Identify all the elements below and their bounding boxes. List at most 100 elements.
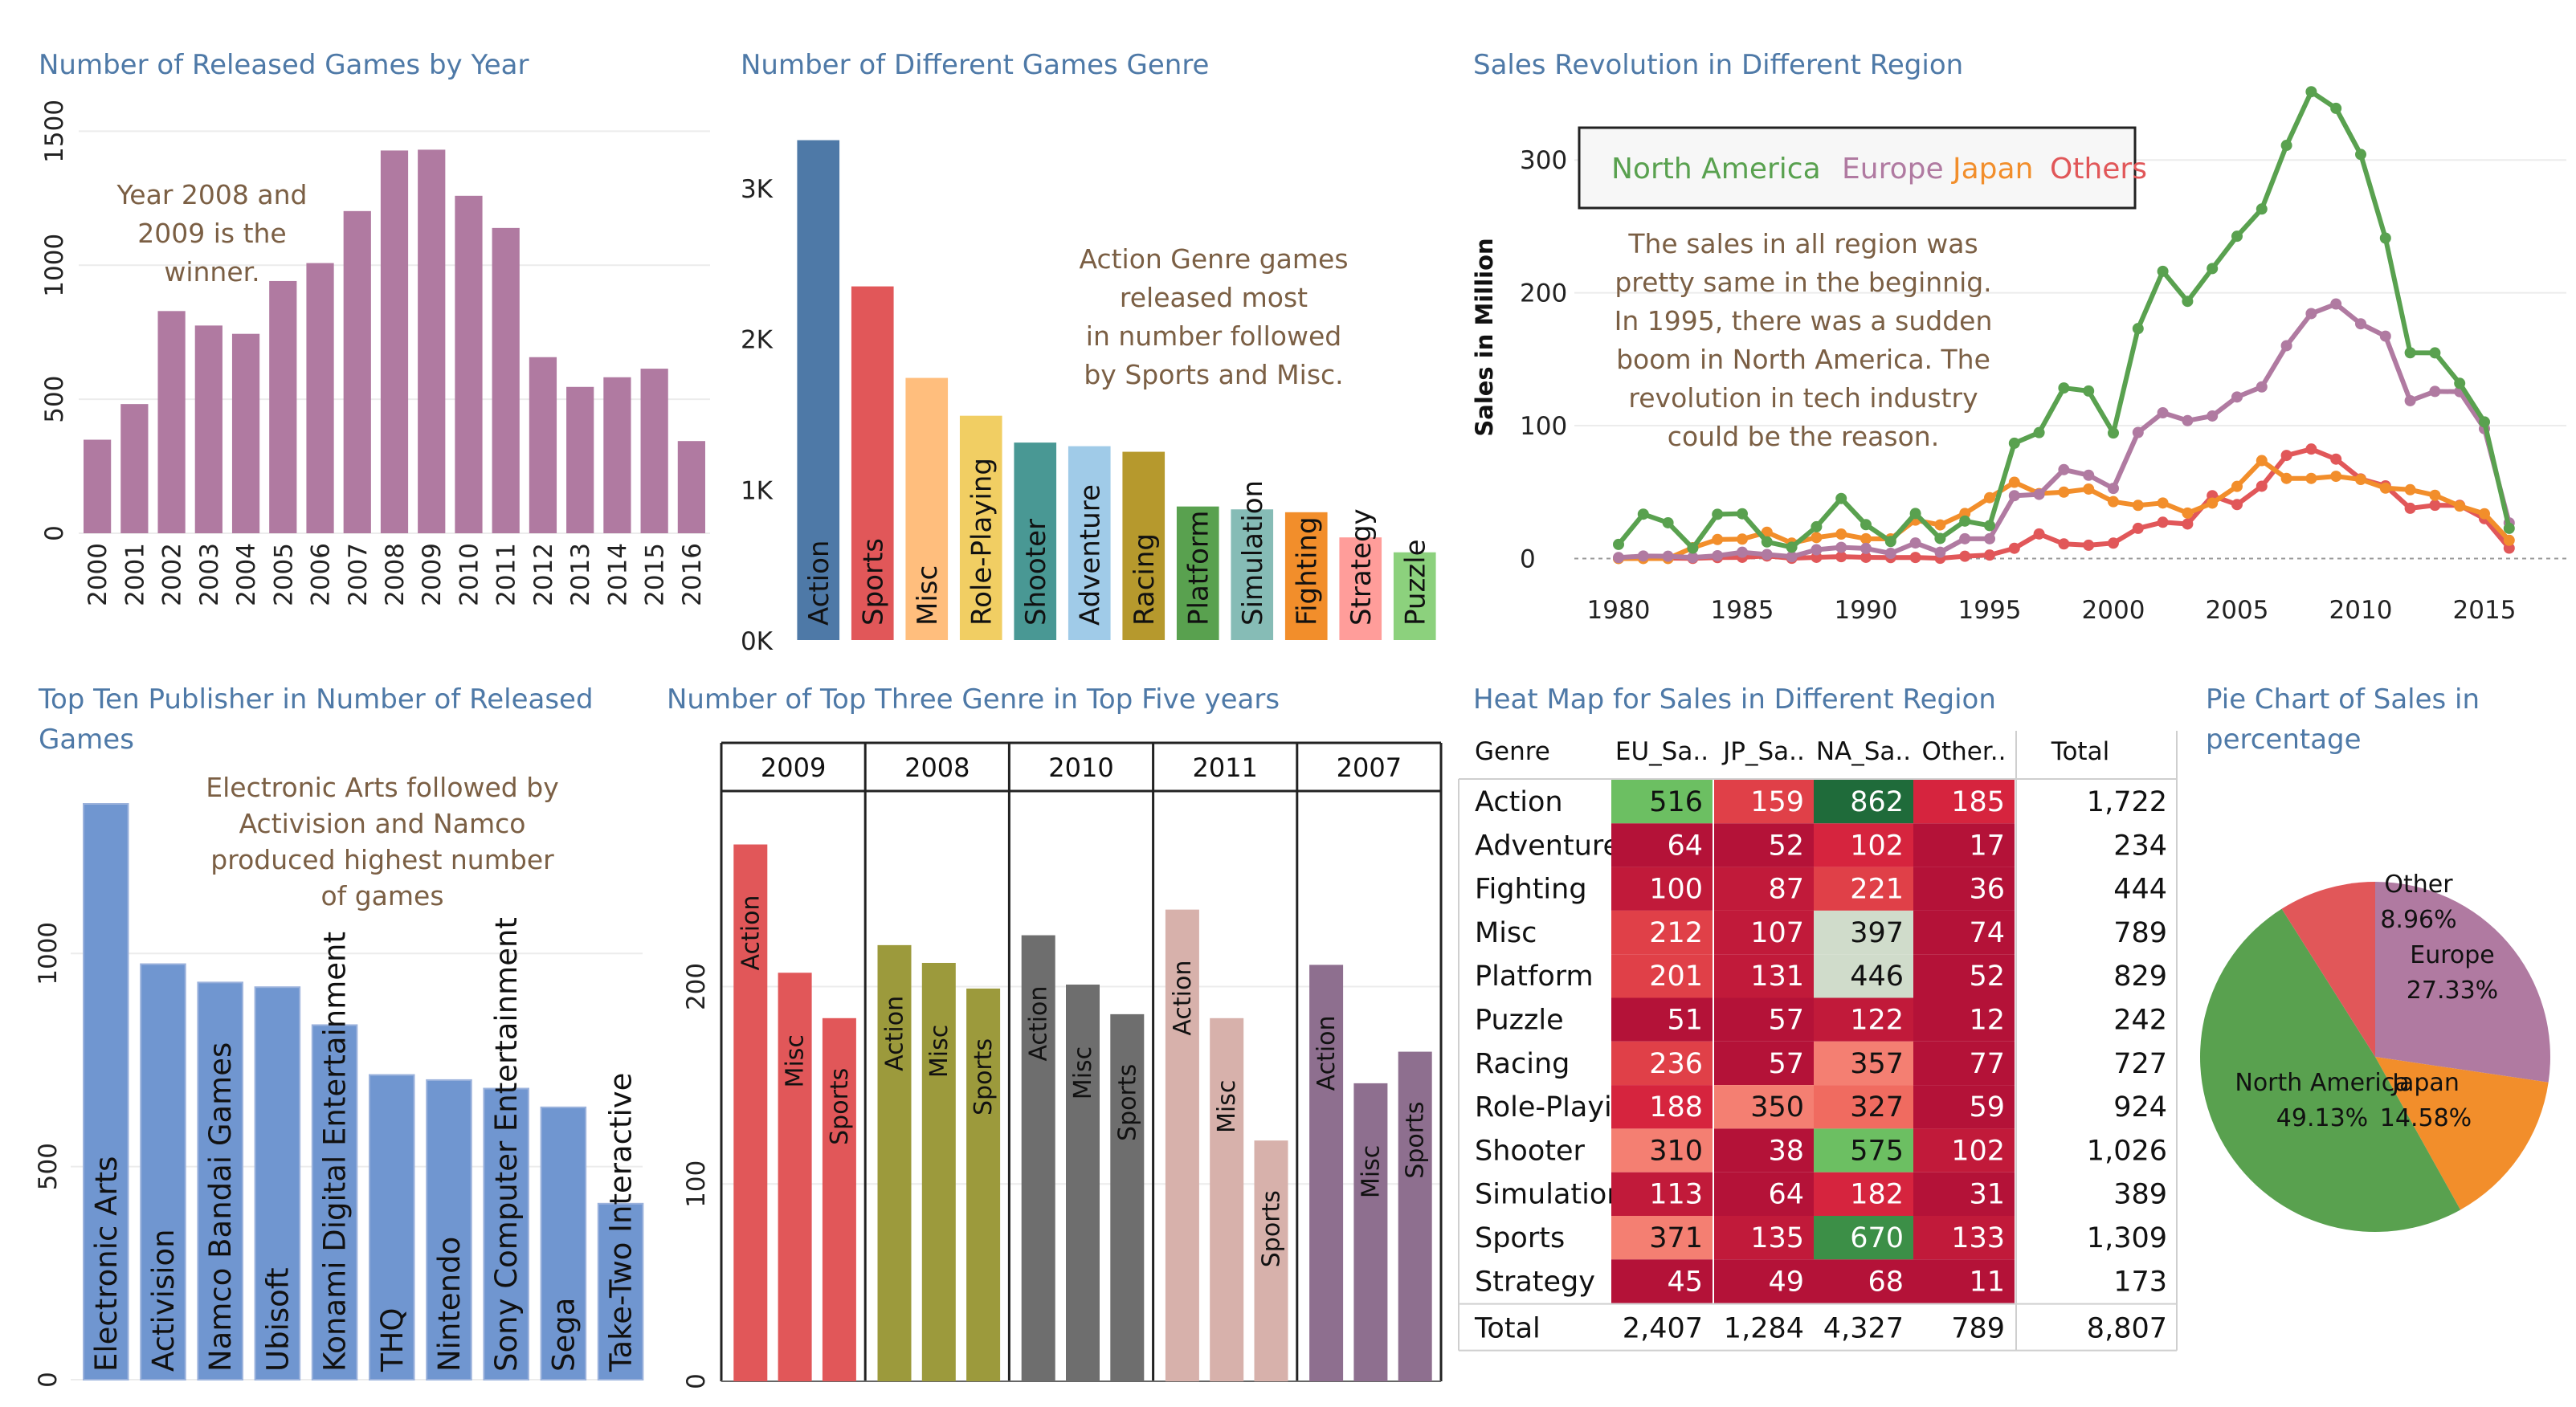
- sales-line-chart: 0 100 200 300 1980 1985 1990 1995 2000 2005 2010 20…: [1471, 86, 2566, 625]
- annotation-line: by Sports and Misc.: [1084, 359, 1343, 390]
- chart-title: Sales Revolution in Different Region: [1473, 49, 1964, 81]
- y-tick-label: 1K: [741, 476, 774, 505]
- heat-cell-value: 77: [1969, 1048, 2005, 1080]
- heat-cell-value: 862: [1850, 786, 1904, 818]
- row-label-genre: Action: [1475, 786, 1563, 818]
- heat-cell-value: 36: [1969, 874, 2005, 906]
- bar-label: Strategy: [1345, 508, 1378, 626]
- heat-cell: [1714, 1216, 1814, 1260]
- x-tick-label: 2006: [307, 543, 336, 606]
- panel-top-genres-years: Number of Top Three Genre in Top Five ye…: [667, 642, 1446, 1407]
- data-point: [2182, 414, 2194, 426]
- group-header-year: 2009: [761, 752, 826, 783]
- data-point: [1811, 544, 1823, 556]
- bar-label: Sports: [1258, 1190, 1286, 1267]
- data-point: [1637, 508, 1649, 520]
- released-games-bar-chart: 0 500 1000 1500 2000 2001 2002 2003 2004 2005 2006…: [40, 100, 710, 606]
- bar-label: Sega: [546, 1298, 581, 1372]
- data-point: [2231, 499, 2243, 511]
- data-point: [2256, 455, 2268, 467]
- column-total: 789: [1951, 1313, 2005, 1345]
- heat-cell-value: 221: [1850, 874, 1904, 906]
- x-tick-label: 2010: [455, 543, 484, 606]
- data-point: [1761, 549, 1773, 561]
- data-point: [2157, 265, 2169, 277]
- heat-cell-value: 371: [1649, 1222, 1703, 1254]
- data-point: [2503, 542, 2515, 554]
- bar-publisher: [483, 1087, 529, 1380]
- row-total: 789: [2113, 917, 2167, 949]
- heat-cell-value: 350: [1750, 1091, 1804, 1124]
- bar-label: THQ: [375, 1307, 410, 1372]
- heat-cell: [1913, 1172, 2015, 1216]
- heat-cell-value: 188: [1649, 1091, 1703, 1124]
- data-point: [2305, 472, 2317, 484]
- bar-label: Nintendo: [432, 1237, 467, 1372]
- x-tick-label: 2007: [344, 543, 373, 606]
- heat-cell-value: 11: [1969, 1266, 2005, 1298]
- x-tick-label: 2011: [492, 543, 521, 606]
- bar-label: Simulation: [1237, 480, 1269, 626]
- data-point: [1613, 538, 1624, 550]
- heat-cell-value: 102: [1951, 1135, 2005, 1167]
- data-point: [2429, 500, 2441, 512]
- data-point: [2132, 323, 2144, 335]
- y-tick-label: 300: [1520, 146, 1567, 175]
- data-point: [2083, 483, 2095, 495]
- heat-cell-value: 113: [1649, 1179, 1703, 1211]
- sales-pie-chart: Europe 27.33% Japan 14.58% North America 49.1…: [2200, 871, 2550, 1232]
- sales-heatmap-table: Genre EU_Sa.. JP_Sa.. NA_Sa.. Other.. Total Ac…: [1458, 731, 2178, 1352]
- annotation-line: Activision and Namco: [239, 808, 526, 839]
- heat-cell-value: 357: [1850, 1048, 1904, 1080]
- heat-cell: [1714, 997, 1814, 1042]
- data-point: [1984, 491, 1995, 504]
- data-point: [2083, 469, 2095, 481]
- chart-title-line-2: Games: [39, 724, 134, 756]
- data-point: [1761, 536, 1773, 548]
- bar-2005: [269, 280, 297, 533]
- heat-cell-value: 52: [1969, 960, 2005, 993]
- heat-cell-value: 516: [1649, 786, 1703, 818]
- heat-cell-value: 51: [1667, 1005, 1703, 1037]
- heat-cell: [1611, 954, 1713, 998]
- data-point: [2503, 522, 2515, 534]
- panel-top-publishers: Top Ten Publisher in Number of Released …: [0, 642, 667, 1407]
- pie-label-name: Japan: [2390, 1069, 2460, 1097]
- heat-cell-value: 12: [1969, 1005, 2005, 1037]
- data-point: [2008, 476, 2020, 488]
- bar-racing: [1122, 451, 1166, 640]
- data-point: [1909, 508, 1921, 520]
- data-point: [1737, 546, 1748, 558]
- x-tick-label: 2005: [269, 543, 298, 606]
- bar-sports: [1254, 1140, 1288, 1381]
- heat-cell: [1714, 1085, 1814, 1129]
- row-total: 1,722: [2087, 786, 2167, 818]
- heat-cell-value: 201: [1649, 960, 1703, 993]
- y-tick-label: 200: [1520, 279, 1567, 308]
- pie-label-value: 8.96%: [2380, 906, 2456, 934]
- annotation-line: boom in North America. The: [1616, 344, 1990, 375]
- x-tick-label: 2003: [195, 543, 224, 606]
- data-point: [2280, 450, 2292, 462]
- legend-item-europe: Europe: [1842, 153, 1944, 186]
- heat-cell: [1611, 1259, 1713, 1303]
- bar-role-playing: [959, 415, 1002, 640]
- heat-cell: [1913, 867, 2015, 911]
- bar-action: [1021, 935, 1055, 1381]
- heat-cell: [1913, 997, 2015, 1042]
- bar-label: Sports: [1402, 1101, 1430, 1178]
- x-tick-label: 2016: [678, 543, 707, 606]
- x-tick-label: 2004: [232, 543, 261, 606]
- row-label-genre: Shooter: [1475, 1135, 1585, 1167]
- bar-simulation: [1231, 509, 1274, 640]
- data-point: [2330, 298, 2342, 310]
- genre-bar-chart: 0K 1K 2K 3K Action Sports Misc Role-Playing Shoo…: [741, 140, 1436, 656]
- heat-cell: [1913, 1216, 2015, 1260]
- bar-publisher: [597, 1202, 644, 1380]
- x-tick-label: 2000: [84, 543, 112, 606]
- annotation-line: pretty same in the beginnig.: [1615, 267, 1991, 298]
- legend-item-japan: Japan: [1951, 153, 2033, 186]
- group-header-year: 2007: [1337, 752, 1402, 783]
- data-point: [2355, 149, 2366, 161]
- data-point: [2454, 377, 2466, 389]
